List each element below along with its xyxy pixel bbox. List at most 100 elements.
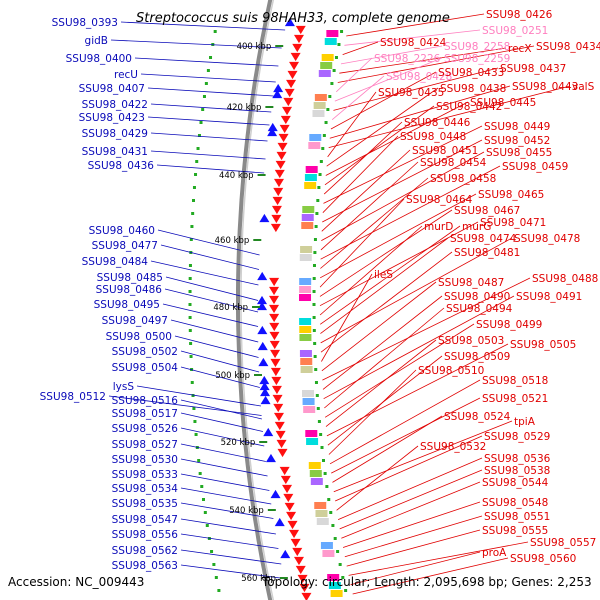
leader-line-left	[108, 395, 262, 416]
leader-line-right	[321, 151, 485, 241]
gene-label-right: SSU98_0551	[484, 511, 550, 523]
leader-line-left	[180, 443, 266, 462]
leader-line-right	[319, 225, 423, 316]
leader-line-left	[180, 427, 265, 447]
forward-gene-arrow	[257, 271, 268, 281]
leader-line-right	[320, 177, 429, 269]
leader-line-left	[180, 533, 279, 549]
gene-label-left: SSU98_0516	[112, 395, 179, 407]
gc-dot	[325, 485, 329, 488]
feature-block	[321, 54, 334, 61]
leader-line-right	[333, 420, 513, 493]
reverse-gene-arrow	[274, 169, 285, 179]
gene-label-right: SSU98_0548	[482, 497, 548, 509]
reverse-gene-arrow	[271, 376, 282, 386]
leader-line-right	[337, 45, 535, 83]
leader-line-right	[344, 515, 483, 558]
gene-label-left: SSU98_0485	[97, 272, 163, 284]
reverse-gene-arrow	[292, 547, 303, 557]
kbp-tick-label: 480 kbp	[213, 303, 248, 313]
gene-label-left: SSU98_0502	[112, 346, 178, 358]
kbp-tick-label: 400 kbp	[237, 42, 272, 52]
reverse-gene-arrow	[275, 160, 286, 170]
gene-label-right: SSU98_0448	[400, 131, 466, 143]
kbp-tick-label: 440 kbp	[219, 171, 254, 181]
reverse-gene-arrow	[295, 565, 306, 575]
gc-dot	[206, 69, 210, 72]
leader-line-left	[156, 164, 265, 174]
leader-line-right	[319, 193, 477, 279]
topology-text: Topology: circular; Length: 2,095,698 bp…	[261, 575, 592, 589]
leader-line-left	[150, 103, 272, 113]
gc-dot	[312, 290, 316, 293]
leader-line-left	[140, 73, 276, 83]
gc-dot	[217, 589, 221, 592]
gc-dot	[315, 212, 319, 215]
gene-label-right: SSU98_0437	[500, 63, 566, 75]
leader-line-right	[331, 75, 385, 121]
reverse-gene-arrow	[280, 115, 291, 125]
feature-block	[318, 70, 331, 77]
reverse-gene-arrow	[284, 88, 295, 98]
gc-dot	[313, 342, 317, 345]
gene-label-left: SSU98_0460	[89, 225, 155, 237]
reverse-gene-arrow	[278, 133, 289, 143]
forward-gene-arrow	[257, 341, 268, 351]
gc-dot	[313, 355, 317, 358]
gene-label-right: SSU98_0434	[536, 41, 600, 53]
gene-label-right: SSU98_0490	[444, 291, 510, 303]
leader-line-right	[327, 91, 377, 158]
feature-block	[306, 438, 319, 445]
leader-line-left	[160, 244, 260, 270]
leader-line-right	[346, 13, 485, 37]
gene-label-left: SSU98_0431	[82, 146, 148, 158]
gc-dot	[189, 342, 193, 345]
gene-label-right: murD	[424, 221, 453, 233]
backbone-arc-inner	[240, 0, 275, 600]
feature-block	[304, 174, 317, 181]
feature-block	[330, 590, 343, 597]
leader-line-right	[319, 198, 405, 288]
gc-dot	[194, 173, 198, 176]
leader-line-right	[322, 295, 443, 390]
reverse-gene-arrow	[269, 340, 280, 350]
feature-block	[324, 38, 337, 45]
reverse-gene-arrow	[299, 583, 310, 593]
reverse-gene-arrow	[273, 178, 284, 188]
leader-line-right	[344, 29, 481, 46]
gene-label-right: SSU98_0464	[406, 194, 473, 206]
gene-label-right: SSU98_0505	[510, 339, 576, 351]
gene-label-right: SSU98_0446	[404, 117, 471, 129]
gene-label-right: SSU98_0454	[420, 157, 487, 169]
gene-label-right: SSU98_0438	[440, 83, 506, 95]
reverse-gene-arrow	[273, 412, 284, 422]
gene-label-left: SSU98_0504	[112, 362, 179, 374]
forward-gene-arrow	[272, 89, 283, 99]
gene-label-right: SSU98_0424	[380, 37, 447, 49]
gene-label-left: SSU98_0556	[112, 529, 179, 541]
forward-gene-arrow	[257, 295, 267, 305]
forward-gene-arrow	[267, 122, 278, 132]
gc-dot	[203, 511, 207, 514]
feature-block	[302, 398, 315, 405]
reverse-gene-arrow	[270, 349, 281, 359]
kbp-tick-label: 420 kbp	[227, 103, 262, 113]
gc-dot	[331, 524, 335, 527]
gene-label-right: SSU98_0487	[438, 277, 504, 289]
gc-dot	[317, 420, 321, 423]
feature-block	[313, 102, 326, 109]
reverse-gene-arrow	[273, 187, 284, 197]
gene-label-right: SSU98_0474	[450, 233, 517, 245]
kbp-tick-label: 520 kbp	[221, 438, 256, 448]
leader-line-right	[322, 135, 399, 213]
leader-line-right	[341, 481, 481, 539]
leader-line-left	[174, 335, 259, 358]
gene-label-right: SSU98_0426	[486, 9, 553, 21]
reverse-gene-arrow	[287, 70, 298, 80]
reverse-gene-arrow	[293, 34, 304, 44]
feature-block	[310, 478, 323, 485]
gene-label-right: SSU98_0458	[430, 173, 496, 185]
gc-dot	[196, 147, 200, 150]
forward-gene-arrow	[280, 549, 291, 559]
